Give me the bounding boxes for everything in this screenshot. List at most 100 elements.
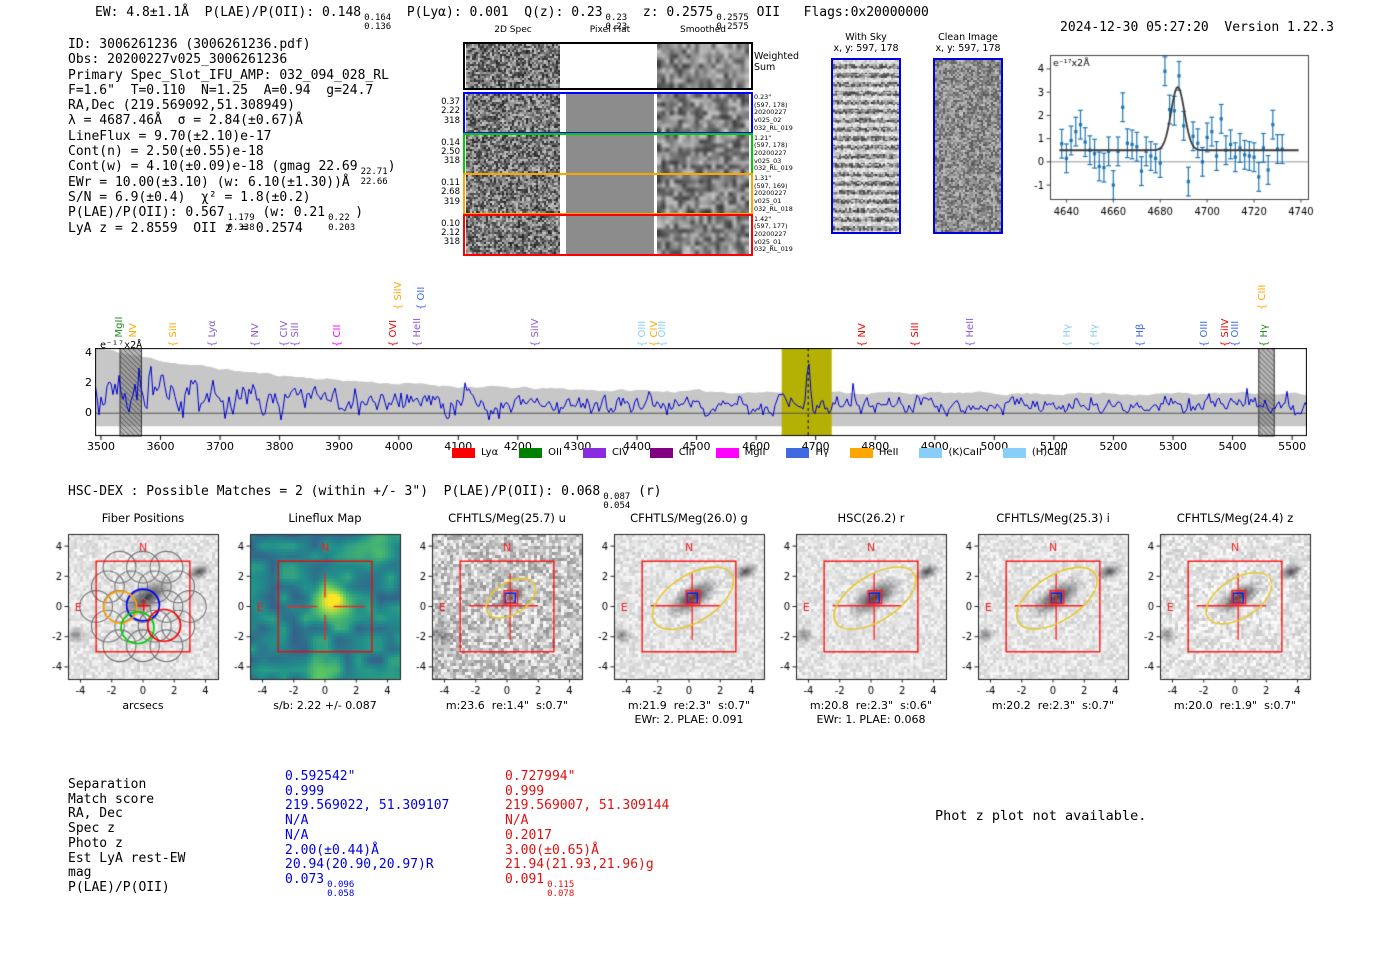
text-segment: RA,Dec (219.569092,51.308949) [68,98,295,114]
cutout-caption: EWr: 1. PLAE: 0.068 [816,713,926,726]
legend-swatch [1002,447,1026,458]
x-tick-label: 4400 [622,440,651,453]
cutout-caption: m:20.2 re:2.3" s:0.7" [991,699,1115,712]
text-segment: 219.569022, 51.309107 [285,798,450,814]
legend-swatch [582,447,606,458]
x-tick-label: 5300 [1158,440,1187,453]
upper-bound: 0.22 [328,213,350,224]
stacked-uncertainty: 0.22 0.203 [328,213,356,233]
legend-item: OII [519,447,562,458]
text-segment: 0.2017 [505,827,552,843]
match-table-row-label: Separation [68,777,147,792]
text-segment: N/A [285,827,309,843]
lower-bound: 0.203 [328,222,356,233]
text-segment: 219.569007, 51.309144 [505,798,670,814]
match-table-value: 0.727994" [505,769,575,784]
text-segment: λ = 4687.46Å σ = 2.84(±0.67)Å [68,113,303,129]
match-table-value: 0.999 [505,784,544,799]
text-segment: 21.94(21.93,21.96)g [505,857,654,873]
text-segment: N/A [505,813,529,829]
text-segment: 0.091 [505,871,545,887]
legend-label: OII [548,447,562,458]
lower-bound: 0.136 [364,22,392,33]
legend-swatch [649,447,673,458]
upper-bound: 1.179 [227,213,255,224]
text-segment: Cont(w) = 4.10(±0.09)e-18 (gmag 22.69 [68,159,358,175]
text-segment: EW: 4.8±1.1Å P(LAE)/P(OII): 0.148 [95,5,362,20]
lower-bound: 0.2575 [716,22,749,33]
cutout-image [404,526,585,698]
stacked-uncertainty: 22.71 22.66 [360,167,388,187]
text-segment: 0.592542" [285,769,356,784]
cutout-title: CFHTLS/Meg(25.7) u [448,511,566,525]
lower-bound: 0.23 [605,22,628,33]
cutout-title: CFHTLS/Meg(26.0) g [630,511,748,525]
lower-bound: 22.66 [360,176,388,187]
sky-panel-coords: x, y: 597, 178 [935,43,1001,54]
legend-item: CIV [582,447,629,458]
y-tick-label: 4 [85,345,92,359]
report-header-summary: EW: 4.8±1.1Å P(LAE)/P(OII): 0.148 0.164 0.… [95,5,929,33]
legend-label: HeII [878,447,899,458]
match-table-value: N/A [285,813,308,828]
legend-label: (K)CaII [948,447,982,458]
upper-bound: 0.23 [605,13,628,23]
sky-panel-coords: x, y: 597, 178 [833,43,899,54]
match-table-value: 0.592542" [285,769,355,784]
sky-panel-border [831,58,901,234]
legend-label: Lyα [481,447,499,458]
match-table-value: 219.569007, 51.309144 [505,798,669,813]
text-segment: LyA z = 2.8559 OII z = 0.2574 [68,220,303,236]
info-line: λ = 4687.46Å σ = 2.84(±0.67)Å [68,113,396,128]
match-table-value: 0.091 0.115 0.078 [505,871,574,899]
x-tick-label: 5200 [1099,440,1128,453]
legend-swatch [849,447,873,458]
legend-label: MgII [744,447,766,458]
text-segment: 3.00(±0.65)Å [505,842,599,858]
info-line: EWr = 10.00(±3.10) (w: 6.10(±1.30))Å [68,175,396,190]
lower-bound: 0.338 [227,222,255,233]
cutout-title: CFHTLS/Meg(25.3) i [996,511,1110,525]
cutout-title: CFHTLS/Meg(24.4) z [1176,511,1294,525]
cutout-caption: s/b: 2.22 +/- 0.087 [273,699,377,712]
text-segment: 0.999 [505,783,545,799]
legend-label: CIV [611,447,629,458]
cutout-title: Lineflux Map [288,511,362,525]
legend-item: Hγ [786,447,829,458]
cutout-image [40,526,221,698]
cutout-caption: m:23.6 re:1.4" s:0.7" [445,699,569,712]
text-segment: P(LAE)/P(OII): 0.567 [68,205,225,221]
sky-panel-border [933,58,1003,234]
full-spectrum-chart [95,348,1307,443]
text-segment: Primary Spec_Slot_IFU_AMP: 032_094_028_R… [68,67,389,83]
match-table-value: N/A [285,828,308,843]
x-tick-label: 5100 [1039,440,1068,453]
match-table-row-label: mag [68,865,92,881]
report-timestamp: 2024-12-30 05:27:20 [1060,20,1209,35]
text-segment: (r) [630,484,662,499]
legend-item: HeII [849,447,899,458]
legend-swatch [519,447,543,458]
cutout-caption: arcsecs [122,699,164,712]
legend-item: Lyα [452,447,498,458]
legend-item: MgII [715,447,766,458]
info-line: RA,Dec (219.569092,51.308949) [68,98,396,113]
lower-bound: 0.054 [603,501,631,512]
x-tick-label: 4000 [384,440,413,453]
x-tick-label: 3700 [206,440,235,453]
cutout-image [222,526,403,698]
text-segment: F=1.6" T=0.110 N=1.25 A=0.94 g=24.7 [68,82,374,98]
x-tick-label: 3500 [86,440,115,453]
legend-swatch [786,447,810,458]
text-segment: ) [387,159,396,175]
cutout-caption: EWr: 2. PLAE: 0.091 [634,713,744,726]
x-tick-label: 3900 [325,440,354,453]
text-segment: Cont(n) = 2.50(±0.55)e-18 [68,144,264,160]
text-segment: ID: 3006261236 (3006261236.pdf) [68,37,311,52]
text-segment: S/N = 6.9(±0.4) χ² = 1.8(±0.2) [68,189,311,205]
sky-panel-image [833,60,899,232]
stacked-uncertainty: 0.2575 0.2575 [716,13,749,33]
